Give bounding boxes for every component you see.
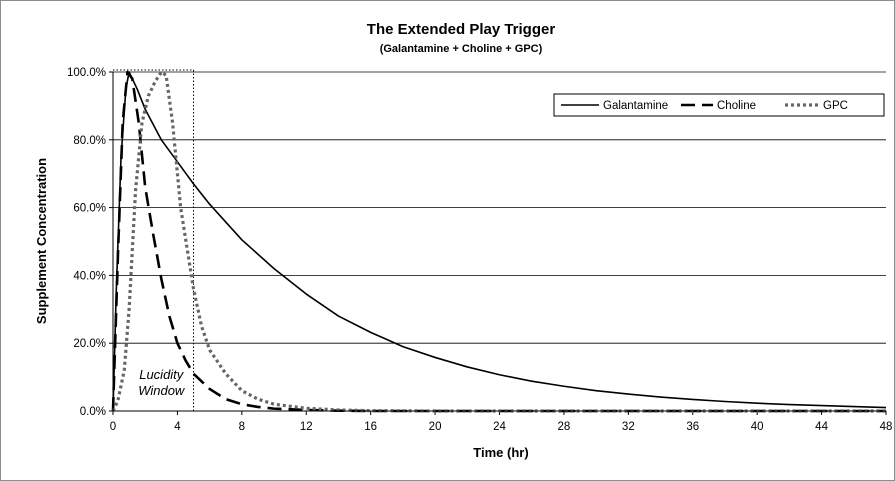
lucidity-window-label-line-2: Window xyxy=(138,383,186,398)
y-axis-ticks: 0.0% 20.0% 40.0% 60.0% 80.0% 100.0% xyxy=(67,67,113,418)
chart-subtitle: (Galantamine + Choline + GPC) xyxy=(380,43,543,55)
x-tick-label-4: 16 xyxy=(364,421,377,433)
y-tick-label-5: 100.0% xyxy=(67,67,106,79)
series-layer xyxy=(111,70,887,413)
gridlines xyxy=(113,71,886,344)
y-tick-label-4: 80.0% xyxy=(73,135,106,147)
legend-entry-choline: Choline xyxy=(717,100,756,112)
series-line-choline xyxy=(111,70,886,413)
x-tick-label-7: 28 xyxy=(558,421,571,433)
x-axis-label: Time (hr) xyxy=(473,445,528,460)
x-tick-label-3: 12 xyxy=(300,421,313,433)
y-tick-label-0: 0.0% xyxy=(80,406,106,418)
legend-box xyxy=(553,93,885,117)
x-tick-label-12: 48 xyxy=(880,421,893,433)
y-tick-label-1: 20.0% xyxy=(73,338,106,350)
x-tick-label-0: 0 xyxy=(110,421,116,433)
x-tick-label-2: 8 xyxy=(239,421,245,433)
legend-entry-gpc: GPC xyxy=(823,100,848,112)
x-tick-label-11: 44 xyxy=(815,421,828,433)
y-axis-label: Supplement Concentration xyxy=(34,158,49,324)
chart-title: The Extended Play Trigger xyxy=(367,21,556,38)
x-tick-label-5: 20 xyxy=(429,421,442,433)
y-tick-label-2: 40.0% xyxy=(73,270,106,282)
x-tick-label-8: 32 xyxy=(622,421,635,433)
legend-entry-galantamine: Galantamine xyxy=(603,100,668,112)
series-line-galantamine xyxy=(112,71,887,412)
x-axis-ticks: 0 4 8 12 16 20 24 28 32 36 40 44 48 xyxy=(110,411,893,433)
y-tick-label-3: 60.0% xyxy=(73,203,106,215)
x-tick-label-6: 24 xyxy=(493,421,506,433)
x-tick-label-1: 4 xyxy=(174,421,181,433)
lucidity-window-label-line-1: Lucidity xyxy=(139,367,185,382)
legend: Galantamine Choline GPC xyxy=(553,93,885,117)
series-line-gpc xyxy=(111,70,886,413)
x-tick-label-10: 40 xyxy=(751,421,764,433)
x-tick-label-9: 36 xyxy=(686,421,699,433)
